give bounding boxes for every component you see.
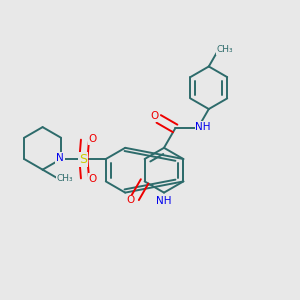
Text: O: O [151, 111, 159, 122]
Text: O: O [88, 134, 97, 144]
Text: CH₃: CH₃ [57, 174, 73, 183]
Text: O: O [126, 195, 134, 206]
Text: S: S [80, 152, 87, 166]
Text: NH: NH [156, 196, 172, 206]
Text: CH₃: CH₃ [216, 45, 233, 54]
Text: N: N [56, 153, 64, 163]
Text: O: O [88, 174, 97, 184]
Text: NH: NH [195, 122, 211, 132]
